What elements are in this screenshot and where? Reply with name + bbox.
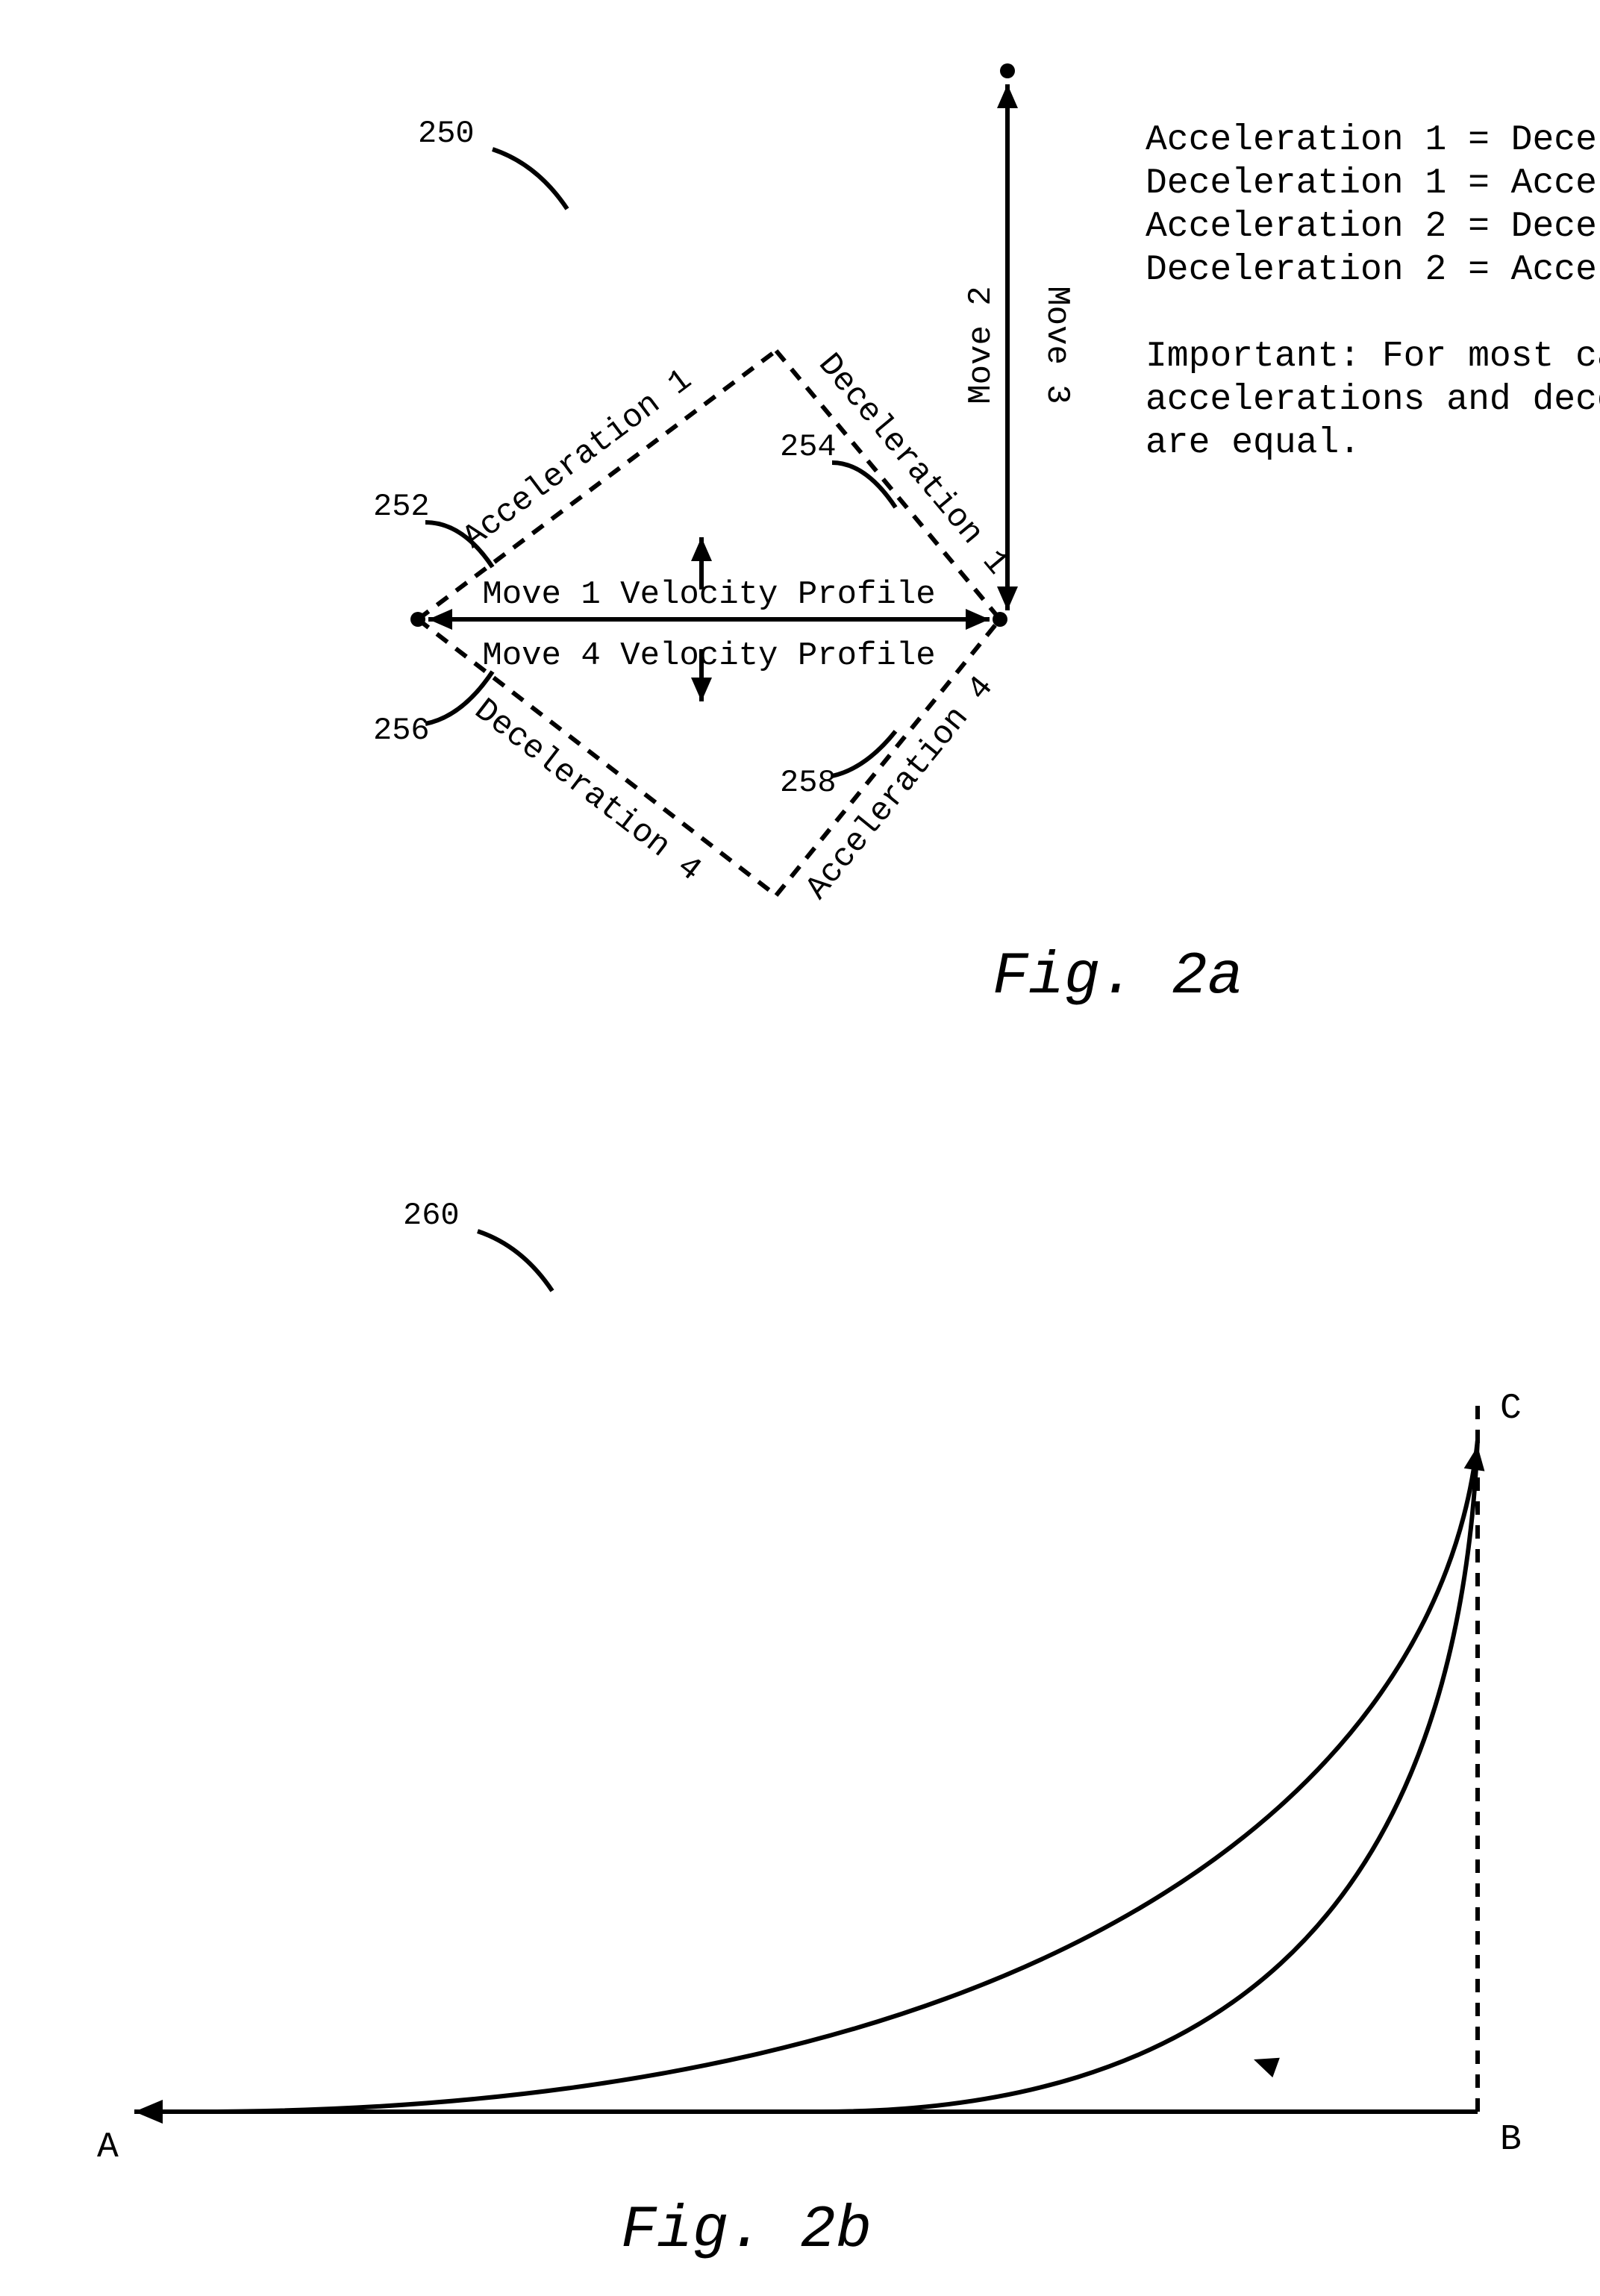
- ref-252: 252: [373, 489, 430, 525]
- ref-260: 260: [403, 1198, 460, 1233]
- caption-fig2a: Fig. 2a: [993, 943, 1243, 1011]
- legend-note-0: Important: For most cases, all: [1146, 337, 1600, 377]
- legend-note-2: are equal.: [1146, 423, 1360, 463]
- vertex-left-dot: [410, 612, 425, 627]
- label-move1-profile: Move 1 Velocity Profile: [482, 576, 935, 613]
- move3-top-dot: [1000, 63, 1015, 78]
- label-move4-profile: Move 4 Velocity Profile: [482, 637, 935, 675]
- legend-line-2: Acceleration 2 = Deceleration 3: [1146, 207, 1600, 247]
- vertex-right-dot: [993, 612, 1007, 627]
- legend-line-3: Deceleration 2 = Acceleration 3: [1146, 250, 1600, 290]
- ref-256: 256: [373, 713, 430, 748]
- legend-line-1: Deceleration 1 = Acceleration 4: [1146, 163, 1600, 204]
- ref-258: 258: [780, 765, 837, 801]
- ref-254: 254: [780, 429, 837, 465]
- caption-fig2b: Fig. 2b: [621, 2197, 872, 2265]
- ref-250: 250: [418, 116, 475, 151]
- label-move-2: Move 2: [963, 286, 1000, 404]
- label-point-c: C: [1500, 1389, 1522, 1429]
- legend-note-1: accelerations and decelerations: [1146, 380, 1600, 420]
- label-move-3: Move 3: [1038, 286, 1075, 404]
- legend-line-0: Acceleration 1 = Deceleration 4: [1146, 120, 1600, 160]
- label-point-a: A: [97, 2127, 119, 2168]
- label-point-b: B: [1500, 2120, 1522, 2160]
